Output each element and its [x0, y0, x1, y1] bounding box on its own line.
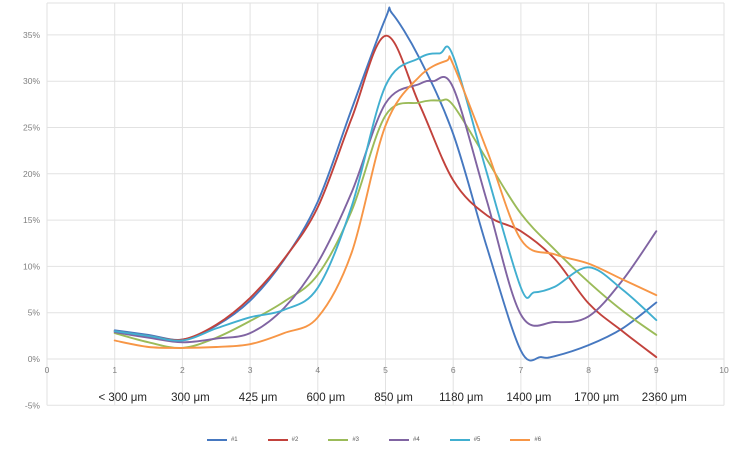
legend-item-6[interactable]: #6 [510, 436, 541, 444]
x-axis-tick-label: 2 [180, 365, 185, 375]
x-axis-tick-label: 9 [654, 365, 659, 375]
legend-line-swatch [206, 439, 227, 441]
category-label: 425 μm [239, 392, 278, 404]
line-chart-plot: -5% 0% 5% 10% 15% 20% 25% 30% 35% 0 1 2 3 4 5 6 7 8 9 10 < 3… [23, 2, 729, 410]
y-axis-tick-label: 20% [23, 169, 40, 179]
y-axis-tick-label: 25% [23, 123, 40, 133]
category-label: 300 μm [171, 392, 210, 404]
series-line-5 [113, 45, 658, 342]
legend-label: #5 [473, 437, 481, 443]
legend-label: #4 [413, 437, 420, 443]
y-axis-tick-label: 10% [23, 261, 40, 271]
legend-label: #1 [230, 437, 238, 443]
y-axis-tick-label: 15% [23, 215, 40, 225]
legend-item-3[interactable]: #3 [328, 436, 359, 444]
legend-item-5[interactable]: #5 [449, 436, 481, 444]
legend-item-4[interactable]: #4 [389, 436, 420, 444]
x-axis-tick-label: 6 [451, 365, 456, 375]
legend-label: #6 [534, 437, 542, 443]
category-label: 1700 μm [574, 392, 619, 404]
legend-line-swatch [267, 439, 288, 441]
category-label: 2360 μm [642, 392, 687, 404]
x-axis-tick-label: 3 [248, 365, 253, 375]
y-axis-tick-label: 35% [23, 30, 40, 40]
legend-label: #3 [352, 437, 359, 443]
x-axis-tick-label: 10 [719, 365, 729, 375]
legend-label: #2 [291, 437, 299, 443]
x-axis-tick-label: 8 [586, 365, 591, 375]
series-line-6 [113, 55, 658, 349]
y-axis-tick-label: -5% [25, 400, 41, 410]
legend-item-1[interactable]: #1 [206, 436, 238, 444]
legend-item-2[interactable]: #2 [267, 436, 299, 444]
category-label: 600 μm [307, 392, 346, 404]
chart-legend: #1 #2 #3 #4 #5 #6 [0, 436, 748, 444]
legend-line-swatch [389, 439, 409, 441]
y-axis-tick-label: 0% [28, 354, 41, 364]
series-line-1 [113, 6, 658, 362]
category-label: < 300 μm [98, 392, 147, 404]
x-axis-tick-label: 7 [519, 365, 524, 375]
legend-line-swatch [449, 439, 470, 441]
legend-line-swatch [510, 439, 531, 441]
y-axis-tick-label: 5% [28, 308, 41, 318]
x-axis-tick-label: 1 [112, 365, 117, 375]
legend-line-swatch [328, 439, 349, 441]
series-line-2 [113, 34, 658, 359]
y-axis-tick-label: 30% [23, 76, 40, 86]
category-label: 1400 μm [506, 392, 551, 404]
x-axis-tick-label: 0 [45, 365, 50, 375]
category-label: 850 μm [374, 392, 413, 404]
category-label: 1180 μm [439, 392, 483, 404]
x-axis-tick-label: 4 [315, 365, 320, 375]
x-axis-tick-label: 5 [383, 365, 388, 375]
